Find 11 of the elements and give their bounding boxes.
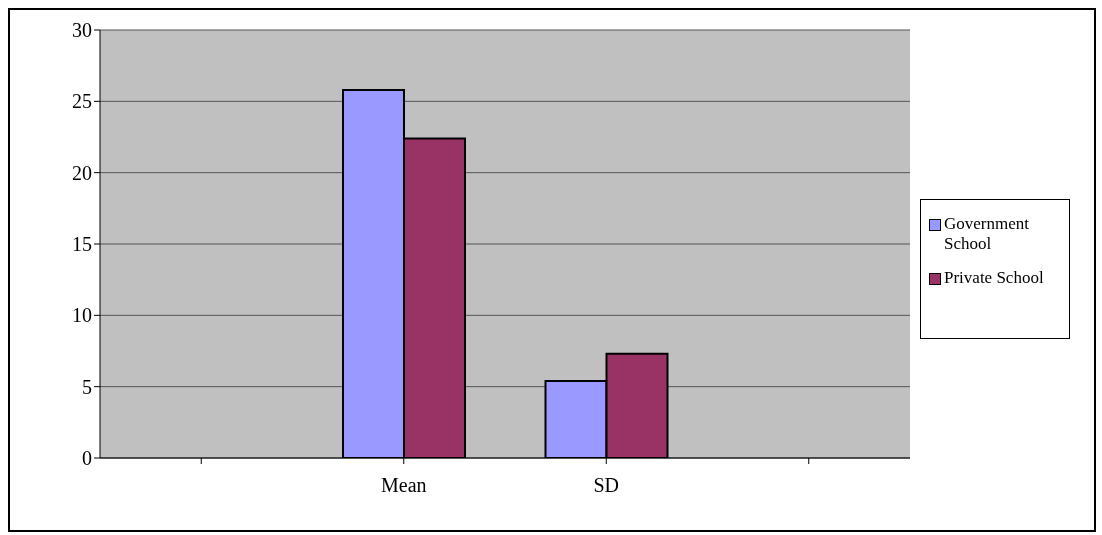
x-tick-label: Mean (380, 474, 427, 497)
y-tick-label: 30 (72, 19, 92, 42)
y-tick-label: 15 (72, 233, 92, 256)
y-tick-label: 10 (72, 304, 92, 327)
x-tick-label: SD (593, 474, 620, 497)
legend-label: Government School (944, 214, 1030, 254)
legend-label: Private School (944, 268, 1044, 288)
y-tick-label: 5 (82, 375, 92, 398)
y-tick-label: 20 (72, 161, 92, 184)
y-tick-label: 25 (72, 90, 92, 113)
y-tick-label: 0 (82, 447, 92, 470)
